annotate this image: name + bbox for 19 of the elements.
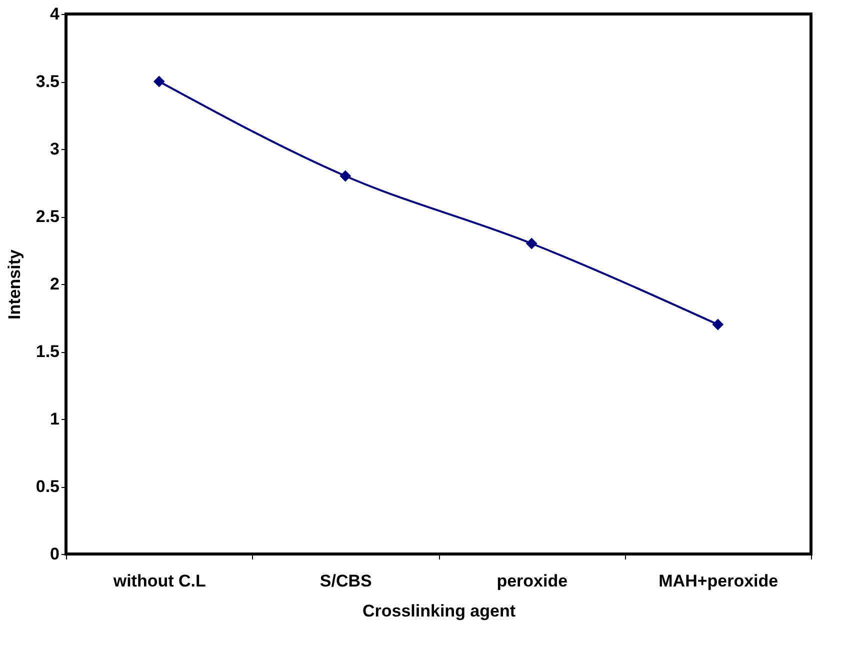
y-tick-label: 2.5 <box>36 207 60 226</box>
point <box>712 318 724 330</box>
x-tick-label: peroxide <box>496 572 568 590</box>
y-tick-label: 4 <box>50 4 60 24</box>
point <box>526 238 538 250</box>
x-axis-title: Crosslinking agent <box>362 602 516 620</box>
y-tick-label: 0.5 <box>36 477 60 496</box>
y-tick-label: 1.5 <box>36 342 60 361</box>
point <box>153 76 165 88</box>
x-tick-label: S/CBS <box>320 572 372 590</box>
point <box>340 170 352 182</box>
x-tick-label: without C.L <box>112 572 206 590</box>
y-tick-label: 0 <box>50 544 60 564</box>
y-tick-label: 2 <box>50 274 60 294</box>
y-tick-label: 1 <box>50 410 60 428</box>
y-tick-label: 3.5 <box>36 72 60 91</box>
y-axis-title: Intensity <box>4 249 24 320</box>
y-tick-label: 3 <box>50 140 60 158</box>
x-tick-label: MAH+peroxide <box>658 572 778 590</box>
